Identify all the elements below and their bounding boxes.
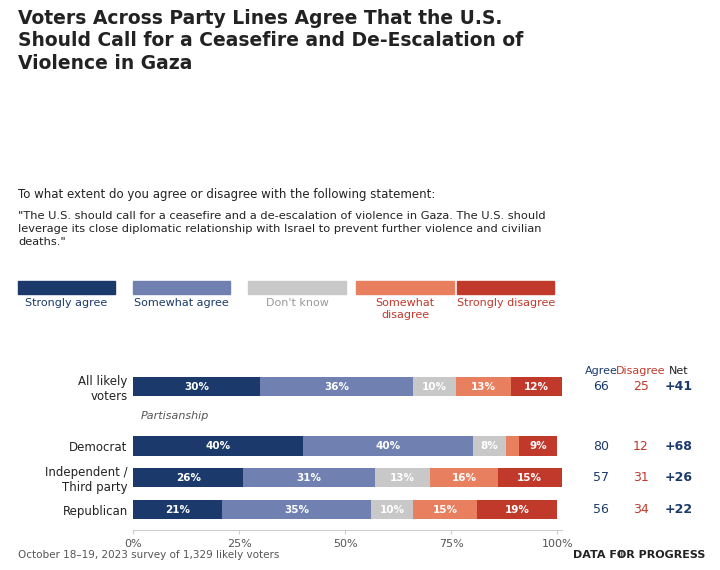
Bar <box>303 437 472 455</box>
Bar <box>133 377 261 397</box>
Text: 12: 12 <box>633 439 649 453</box>
Bar <box>222 500 371 519</box>
Text: 36%: 36% <box>324 382 349 392</box>
Text: +26: +26 <box>665 471 692 484</box>
Bar <box>477 500 557 519</box>
Text: +41: +41 <box>664 380 693 393</box>
Text: 16%: 16% <box>451 473 477 483</box>
Text: 10%: 10% <box>422 382 447 392</box>
Text: Partisanship: Partisanship <box>140 412 209 421</box>
Text: 19%: 19% <box>505 504 529 515</box>
Bar <box>430 469 498 487</box>
Text: Ⅱ: Ⅱ <box>618 549 624 560</box>
Bar <box>133 469 243 487</box>
Text: 80: 80 <box>593 439 609 453</box>
Text: 31: 31 <box>633 471 649 484</box>
Text: 26%: 26% <box>176 473 201 483</box>
Text: "The U.S. should call for a ceasefire and a de-escalation of violence in Gaza. T: "The U.S. should call for a ceasefire an… <box>18 211 546 247</box>
Bar <box>371 500 413 519</box>
Text: 13%: 13% <box>471 382 495 392</box>
Bar <box>261 377 413 397</box>
Bar <box>243 469 375 487</box>
Text: Strongly disagree: Strongly disagree <box>456 298 555 308</box>
Text: 57: 57 <box>593 471 609 484</box>
Bar <box>456 377 510 397</box>
Text: Don't know: Don't know <box>266 298 328 308</box>
Bar <box>375 469 430 487</box>
Text: 56: 56 <box>593 503 609 516</box>
Text: Somewhat agree: Somewhat agree <box>135 298 229 308</box>
Text: 15%: 15% <box>433 504 457 515</box>
Bar <box>498 469 562 487</box>
Text: 13%: 13% <box>390 473 415 483</box>
Text: Disagree: Disagree <box>616 366 665 376</box>
Text: +22: +22 <box>664 503 693 516</box>
Bar <box>413 377 456 397</box>
Text: 8%: 8% <box>481 441 498 451</box>
Text: 9%: 9% <box>529 441 547 451</box>
Text: 21%: 21% <box>165 504 190 515</box>
Bar <box>133 437 303 455</box>
Text: 66: 66 <box>593 380 609 393</box>
Text: 25: 25 <box>633 380 649 393</box>
Bar <box>472 437 506 455</box>
Text: 40%: 40% <box>375 441 400 451</box>
Text: 10%: 10% <box>379 504 405 515</box>
Text: 31%: 31% <box>297 473 322 483</box>
Bar <box>506 437 519 455</box>
Bar <box>413 500 477 519</box>
Text: +68: +68 <box>665 439 692 453</box>
Text: Voters Across Party Lines Agree That the U.S.
Should Call for a Ceasefire and De: Voters Across Party Lines Agree That the… <box>18 9 523 73</box>
Text: Net: Net <box>668 366 688 376</box>
Text: 15%: 15% <box>517 473 542 483</box>
Text: 34: 34 <box>633 503 649 516</box>
Text: Strongly agree: Strongly agree <box>25 298 108 308</box>
Bar <box>519 437 557 455</box>
Text: To what extent do you agree or disagree with the following statement:: To what extent do you agree or disagree … <box>18 188 436 201</box>
Bar <box>133 500 222 519</box>
Text: DATA FOR PROGRESS: DATA FOR PROGRESS <box>573 549 706 560</box>
Text: Somewhat
disagree: Somewhat disagree <box>375 298 435 320</box>
Text: 35%: 35% <box>284 504 309 515</box>
Text: 40%: 40% <box>205 441 230 451</box>
Text: 30%: 30% <box>184 382 210 392</box>
Text: Agree: Agree <box>585 366 618 376</box>
Text: 12%: 12% <box>523 382 549 392</box>
Text: October 18–19, 2023 survey of 1,329 likely voters: October 18–19, 2023 survey of 1,329 like… <box>18 549 279 560</box>
Bar <box>510 377 562 397</box>
